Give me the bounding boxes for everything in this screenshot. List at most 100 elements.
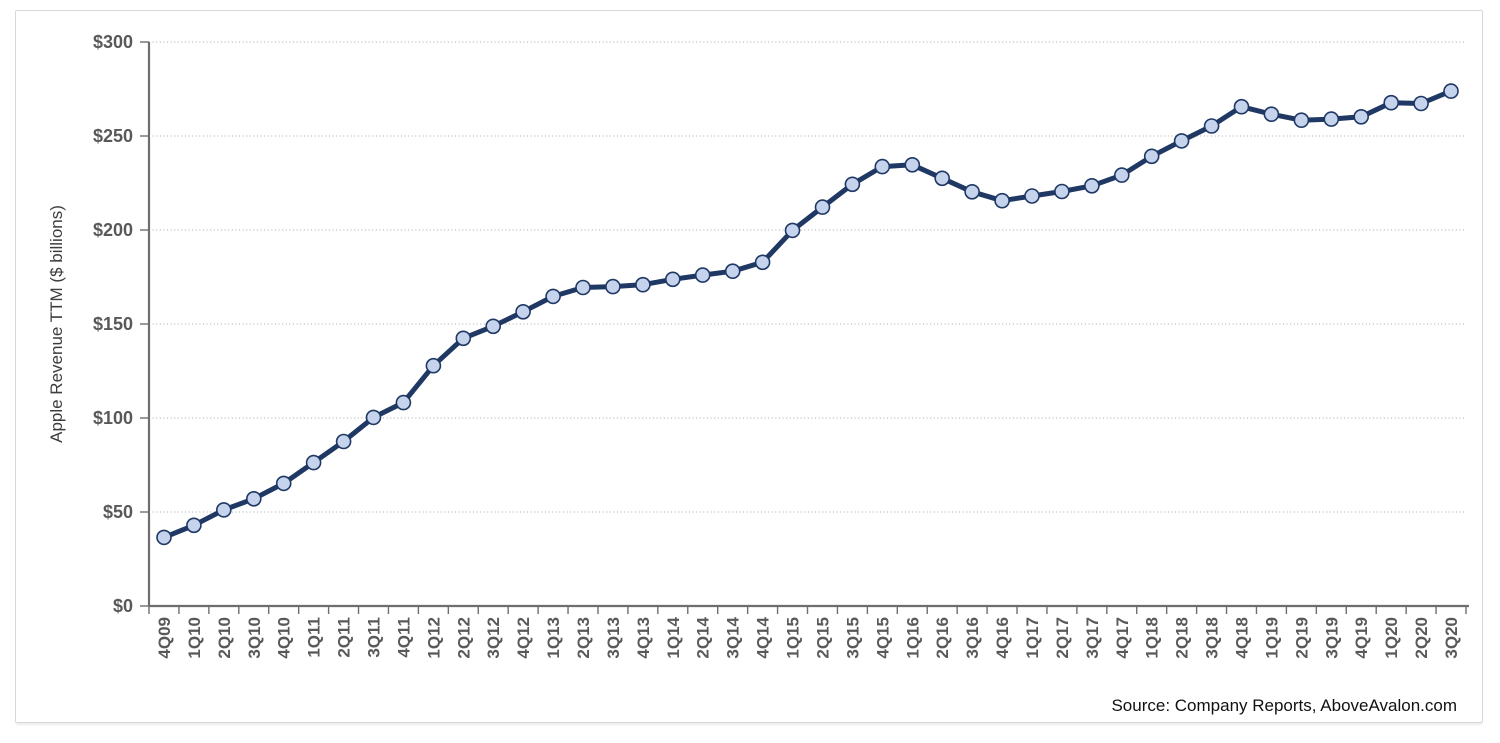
data-point-1Q20 bbox=[1383, 94, 1399, 111]
data-point-4Q12 bbox=[515, 303, 531, 320]
x-tick-label: 2Q17 bbox=[1053, 617, 1072, 659]
data-point-2Q20 bbox=[1413, 95, 1429, 112]
x-tick-label: 2Q14 bbox=[694, 616, 713, 658]
data-point-2Q18 bbox=[1173, 133, 1190, 149]
x-tick-label: 3Q11 bbox=[365, 617, 384, 658]
x-tick-label: 4Q18 bbox=[1233, 617, 1252, 659]
x-tick-label: 1Q16 bbox=[903, 617, 922, 659]
data-point-4Q16 bbox=[994, 192, 1010, 209]
data-point-1Q10 bbox=[186, 517, 202, 534]
x-tick-label: 1Q18 bbox=[1143, 617, 1162, 659]
x-tick-label: 4Q10 bbox=[275, 617, 294, 659]
x-tick-label: 4Q14 bbox=[754, 616, 773, 658]
data-point-4Q14 bbox=[754, 254, 771, 271]
x-tick-label: 1Q19 bbox=[1262, 617, 1281, 659]
x-tick-label: 2Q11 bbox=[335, 617, 354, 658]
x-tick-label: 2Q16 bbox=[933, 617, 952, 659]
y-tick-label: $100 bbox=[93, 408, 133, 428]
x-tick-label: 3Q13 bbox=[604, 617, 623, 659]
x-tick-label: 1Q15 bbox=[784, 617, 803, 659]
x-tick-label: 1Q20 bbox=[1382, 617, 1401, 659]
x-tick-label: 4Q17 bbox=[1113, 617, 1132, 659]
data-point-4Q18 bbox=[1233, 98, 1250, 115]
x-tick-label: 3Q15 bbox=[843, 617, 862, 659]
data-point-2Q19 bbox=[1293, 112, 1310, 128]
data-point-3Q17 bbox=[1084, 178, 1100, 194]
x-tick-label: 2Q18 bbox=[1173, 617, 1192, 659]
x-tick-label: 1Q10 bbox=[185, 617, 204, 659]
y-tick-label: $250 bbox=[93, 126, 133, 146]
source-note: Source: Company Reports, AboveAvalon.com bbox=[1111, 696, 1457, 715]
x-tick-label: 2Q20 bbox=[1412, 617, 1431, 659]
x-tick-label: 2Q10 bbox=[215, 617, 234, 659]
data-point-2Q13 bbox=[575, 279, 591, 296]
x-tick-label: 4Q11 bbox=[394, 617, 413, 658]
y-tick-label: $0 bbox=[113, 596, 133, 616]
data-point-3Q10 bbox=[246, 490, 262, 507]
y-axis-title: Apple Revenue TTM ($ billions) bbox=[47, 205, 66, 443]
x-tick-label: 1Q12 bbox=[424, 617, 443, 659]
data-point-3Q18 bbox=[1203, 118, 1220, 134]
x-tick-label: 2Q15 bbox=[814, 617, 833, 659]
x-tick-label: 3Q20 bbox=[1442, 617, 1461, 659]
data-point-1Q19 bbox=[1263, 106, 1280, 122]
data-point-4Q09 bbox=[156, 529, 172, 546]
data-point-3Q14 bbox=[724, 263, 741, 280]
data-point-4Q10 bbox=[275, 475, 292, 492]
y-tick-label: $200 bbox=[93, 220, 133, 240]
data-point-2Q16 bbox=[934, 170, 951, 187]
x-tick-label: 3Q16 bbox=[963, 617, 982, 659]
data-point-3Q20 bbox=[1443, 83, 1459, 99]
data-point-2Q15 bbox=[814, 199, 831, 215]
x-tick-label: 4Q19 bbox=[1352, 617, 1371, 659]
x-tick-label: 1Q13 bbox=[544, 617, 563, 659]
x-tick-label: 4Q09 bbox=[155, 617, 174, 659]
data-point-1Q17 bbox=[1024, 188, 1040, 204]
x-tick-label: 3Q14 bbox=[724, 616, 743, 658]
data-point-1Q11 bbox=[305, 454, 322, 471]
x-tick-label: 2Q19 bbox=[1292, 617, 1311, 659]
x-tick-label: 4Q16 bbox=[993, 617, 1012, 659]
data-point-2Q12 bbox=[455, 330, 472, 347]
data-point-4Q19 bbox=[1353, 109, 1369, 125]
data-point-2Q11 bbox=[335, 433, 352, 450]
x-tick-label: 3Q19 bbox=[1322, 617, 1341, 659]
data-point-3Q15 bbox=[844, 176, 861, 193]
data-point-4Q17 bbox=[1114, 167, 1130, 183]
x-tick-label: 1Q11 bbox=[305, 617, 324, 658]
data-point-3Q19 bbox=[1323, 111, 1340, 127]
data-point-3Q12 bbox=[485, 318, 502, 335]
x-tick-label: 3Q18 bbox=[1203, 617, 1222, 659]
y-tick-label: $150 bbox=[93, 314, 133, 334]
data-point-1Q15 bbox=[784, 222, 801, 239]
data-point-2Q10 bbox=[216, 502, 232, 518]
data-point-1Q18 bbox=[1143, 148, 1160, 165]
x-tick-label: 3Q17 bbox=[1083, 617, 1102, 659]
x-tick-label: 3Q10 bbox=[245, 617, 264, 659]
data-point-1Q13 bbox=[545, 288, 561, 305]
chart-frame: $0 $50 $100 $150 $200 $250 $300 4Q09 1Q10 2Q10 3Q1… bbox=[15, 10, 1483, 723]
x-tick-label: 1Q14 bbox=[664, 616, 683, 658]
data-point-1Q12 bbox=[425, 357, 442, 374]
x-tick-label: 2Q13 bbox=[574, 617, 593, 659]
data-point-4Q13 bbox=[635, 276, 651, 293]
data-point-4Q15 bbox=[874, 158, 891, 175]
x-tick-label: 4Q15 bbox=[873, 617, 892, 659]
x-tick-label: 2Q12 bbox=[454, 617, 473, 659]
x-tick-label: 1Q17 bbox=[1023, 617, 1042, 659]
data-point-3Q13 bbox=[605, 278, 621, 295]
data-point-2Q14 bbox=[694, 267, 711, 283]
data-point-1Q14 bbox=[664, 271, 681, 288]
x-tick-label: 4Q13 bbox=[634, 617, 653, 659]
data-point-4Q11 bbox=[395, 394, 412, 411]
data-point-3Q16 bbox=[964, 184, 980, 200]
y-tick-label: $50 bbox=[103, 502, 133, 522]
y-tick-label: $300 bbox=[93, 32, 133, 52]
revenue-line-chart: $0 $50 $100 $150 $200 $250 $300 4Q09 1Q10 2Q10 3Q1… bbox=[47, 32, 1469, 659]
x-tick-label: 4Q12 bbox=[514, 617, 533, 659]
data-point-2Q17 bbox=[1054, 183, 1070, 200]
x-tick-label: 3Q12 bbox=[484, 617, 503, 659]
data-point-3Q11 bbox=[365, 409, 382, 426]
data-point-1Q16 bbox=[904, 157, 921, 173]
revenue-series-line bbox=[161, 88, 1454, 540]
